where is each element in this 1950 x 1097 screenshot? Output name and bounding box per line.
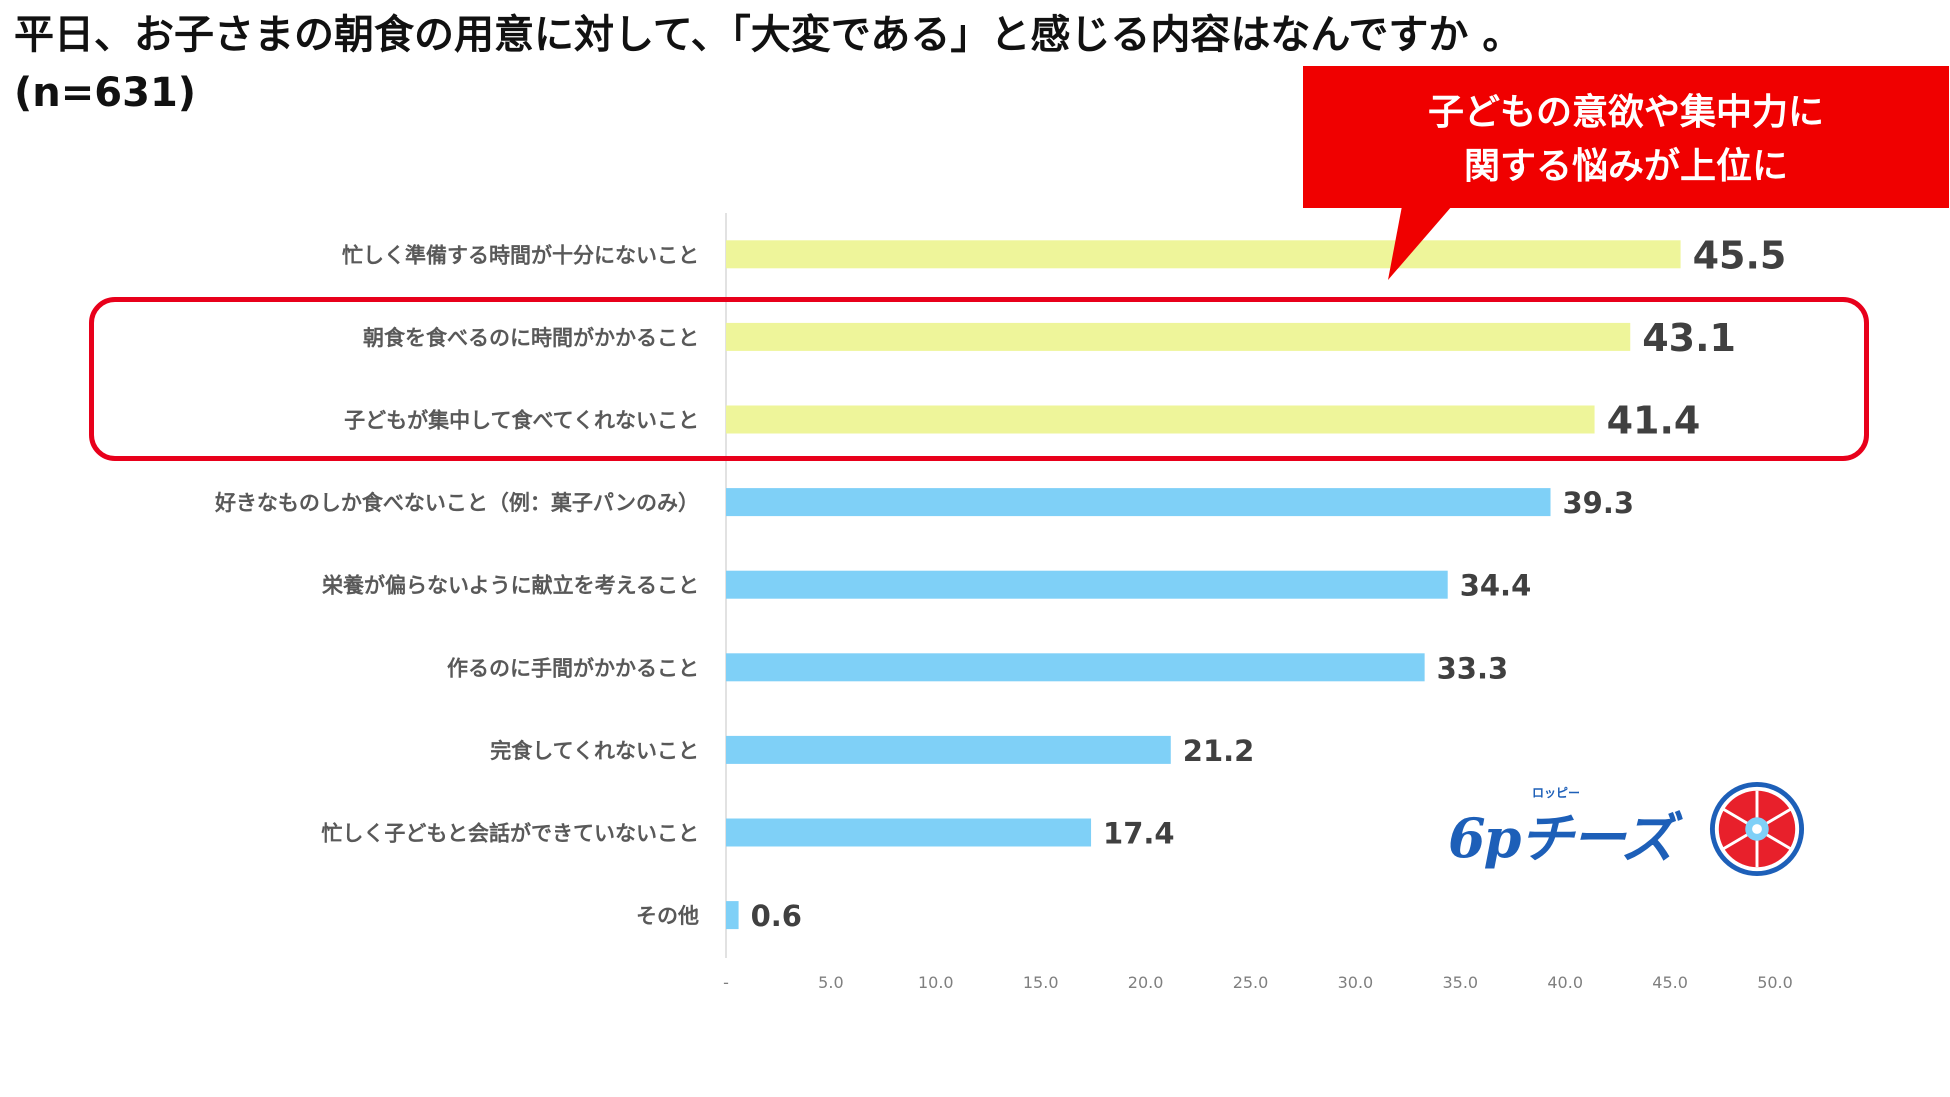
category-label: 忙しく子どもと会話ができていないこと — [321, 822, 699, 846]
callout-line-2: 関する悩みが上位に — [1463, 146, 1788, 187]
x-tick-label: 30.0 — [1338, 973, 1374, 992]
chart-title: 平日、お子さまの朝食の用意に対して、「大変である」と感じる内容はなんですか 。 … — [14, 12, 1522, 116]
x-tick-label: - — [723, 973, 729, 992]
callout-line-1: 子どもの意欲や集中力に — [1427, 92, 1824, 133]
data-label: 17.4 — [1103, 817, 1175, 851]
category-label: 朝食を食べるのに時間がかかること — [363, 326, 699, 350]
bar — [726, 570, 1448, 599]
data-label: 0.6 — [751, 899, 802, 933]
category-label: 完食してくれないこと — [490, 739, 699, 763]
x-tick-label: 45.0 — [1652, 973, 1688, 992]
title-line-1: 平日、お子さまの朝食の用意に対して、「大変である」と感じる内容はなんですか 。 — [14, 12, 1523, 58]
logo-text: 6pチーズ — [1448, 806, 1675, 870]
data-label: 34.4 — [1460, 569, 1532, 603]
category-label: その他 — [636, 904, 699, 928]
x-tick-label: 40.0 — [1547, 973, 1583, 992]
x-tick-label: 5.0 — [818, 973, 843, 992]
bar — [726, 818, 1092, 847]
brand-logo: ロッピー 6pチーズ — [1448, 780, 1818, 880]
logo-subtext: ロッピー — [1532, 786, 1581, 800]
data-label: 43.1 — [1642, 316, 1736, 360]
x-tick-label: 15.0 — [1023, 973, 1059, 992]
callout-box: 子どもの意欲や集中力に 関する悩みが上位に — [1303, 66, 1949, 208]
bar — [726, 901, 739, 930]
bar — [726, 653, 1425, 682]
data-label: 39.3 — [1563, 486, 1635, 520]
x-tick-label: 25.0 — [1233, 973, 1269, 992]
title-line-2: (n=631) — [14, 70, 197, 116]
category-label: 好きなものしか食べないこと（例：菓子パンのみ） — [214, 491, 699, 515]
category-label: 栄養が偏らないように献立を考えること — [321, 574, 699, 598]
data-label: 21.2 — [1183, 734, 1255, 768]
data-label: 45.5 — [1693, 233, 1787, 277]
data-label: 41.4 — [1607, 399, 1701, 443]
x-tick-label: 50.0 — [1757, 973, 1793, 992]
x-tick-label: 20.0 — [1128, 973, 1164, 992]
bar — [726, 322, 1631, 351]
bar — [726, 405, 1595, 434]
cheese-wheel-icon — [1709, 781, 1805, 877]
category-label: 作るのに手間がかかること — [447, 656, 699, 680]
callout-text: 子どもの意欲や集中力に 関する悩みが上位に — [1303, 86, 1949, 194]
highlight-frame — [89, 297, 1869, 461]
bar — [726, 735, 1171, 764]
x-tick-label: 10.0 — [918, 973, 954, 992]
category-label: 子どもが集中して食べてくれないこと — [344, 409, 699, 433]
bar — [726, 488, 1551, 517]
x-tick-label: 35.0 — [1442, 973, 1478, 992]
bar — [726, 240, 1681, 269]
data-label: 33.3 — [1437, 651, 1509, 685]
category-label: 忙しく準備する時間が十分にないこと — [342, 243, 699, 267]
